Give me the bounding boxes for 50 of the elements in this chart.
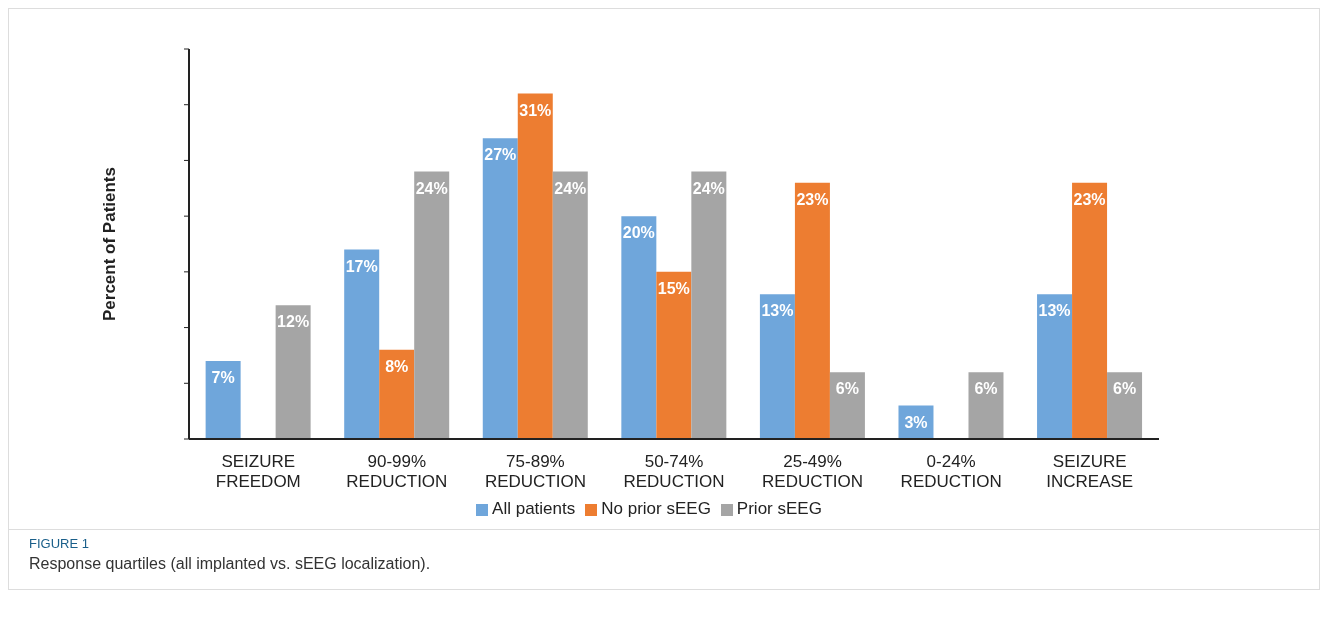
bar (656, 271, 692, 439)
legend-label: No prior sEEG (601, 499, 711, 518)
data-label: 23% (796, 190, 829, 208)
data-label: 27% (484, 146, 517, 164)
data-label: 13% (1038, 302, 1071, 320)
bar (691, 171, 727, 439)
bar (482, 138, 518, 439)
y-axis-title: Percent of Patients (100, 167, 120, 321)
data-label: 23% (1073, 190, 1106, 208)
data-label: 24% (692, 179, 725, 197)
data-label: 24% (554, 179, 587, 197)
x-tick-label: 90-99% REDUCTION (346, 452, 448, 491)
x-tick-label: SEIZURE INCREASE (1046, 452, 1134, 491)
bar (1107, 372, 1143, 439)
bar (205, 361, 241, 439)
legend-label: Prior sEEG (736, 499, 822, 518)
bar (344, 249, 380, 439)
data-label: 17% (345, 257, 378, 275)
bar (968, 372, 1004, 439)
x-tick-label: 50-74% REDUCTION (623, 452, 725, 491)
data-label: 6% (835, 380, 859, 398)
text: FIGURE 1 (29, 536, 90, 551)
text: Response quartiles (all implanted vs. sEEG localization). (29, 555, 432, 573)
bar (552, 171, 588, 439)
data-label: 20% (622, 224, 655, 242)
data-label: 12% (277, 313, 310, 331)
legend-label: All patients (492, 499, 576, 518)
bar (621, 216, 657, 439)
bar (829, 372, 865, 439)
x-tick-label: SEIZURE FREEDOM (215, 452, 301, 491)
x-tick-label: 25-49% REDUCTION (762, 452, 864, 491)
data-label: 8% (385, 357, 409, 375)
data-label: 31% (519, 101, 552, 119)
data-label: 24% (415, 179, 448, 197)
bar (379, 349, 415, 439)
bar (414, 171, 450, 439)
data-label: 13% (761, 302, 794, 320)
x-tick-label: 0-24% REDUCTION (900, 452, 1002, 491)
bar (517, 93, 553, 439)
data-label: 15% (657, 279, 690, 297)
data-label: 3% (904, 413, 928, 431)
x-tick-label: 75-89% REDUCTION (484, 452, 586, 491)
bar (759, 294, 795, 439)
bar (794, 182, 830, 439)
data-label: 6% (974, 380, 998, 398)
data-label: 6% (1112, 380, 1137, 398)
data-label: 7% (211, 369, 235, 386)
bar (1037, 294, 1073, 439)
bar (275, 305, 311, 439)
bar (1072, 182, 1108, 439)
